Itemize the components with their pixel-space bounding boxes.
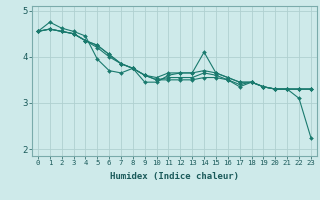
X-axis label: Humidex (Indice chaleur): Humidex (Indice chaleur): [110, 172, 239, 181]
